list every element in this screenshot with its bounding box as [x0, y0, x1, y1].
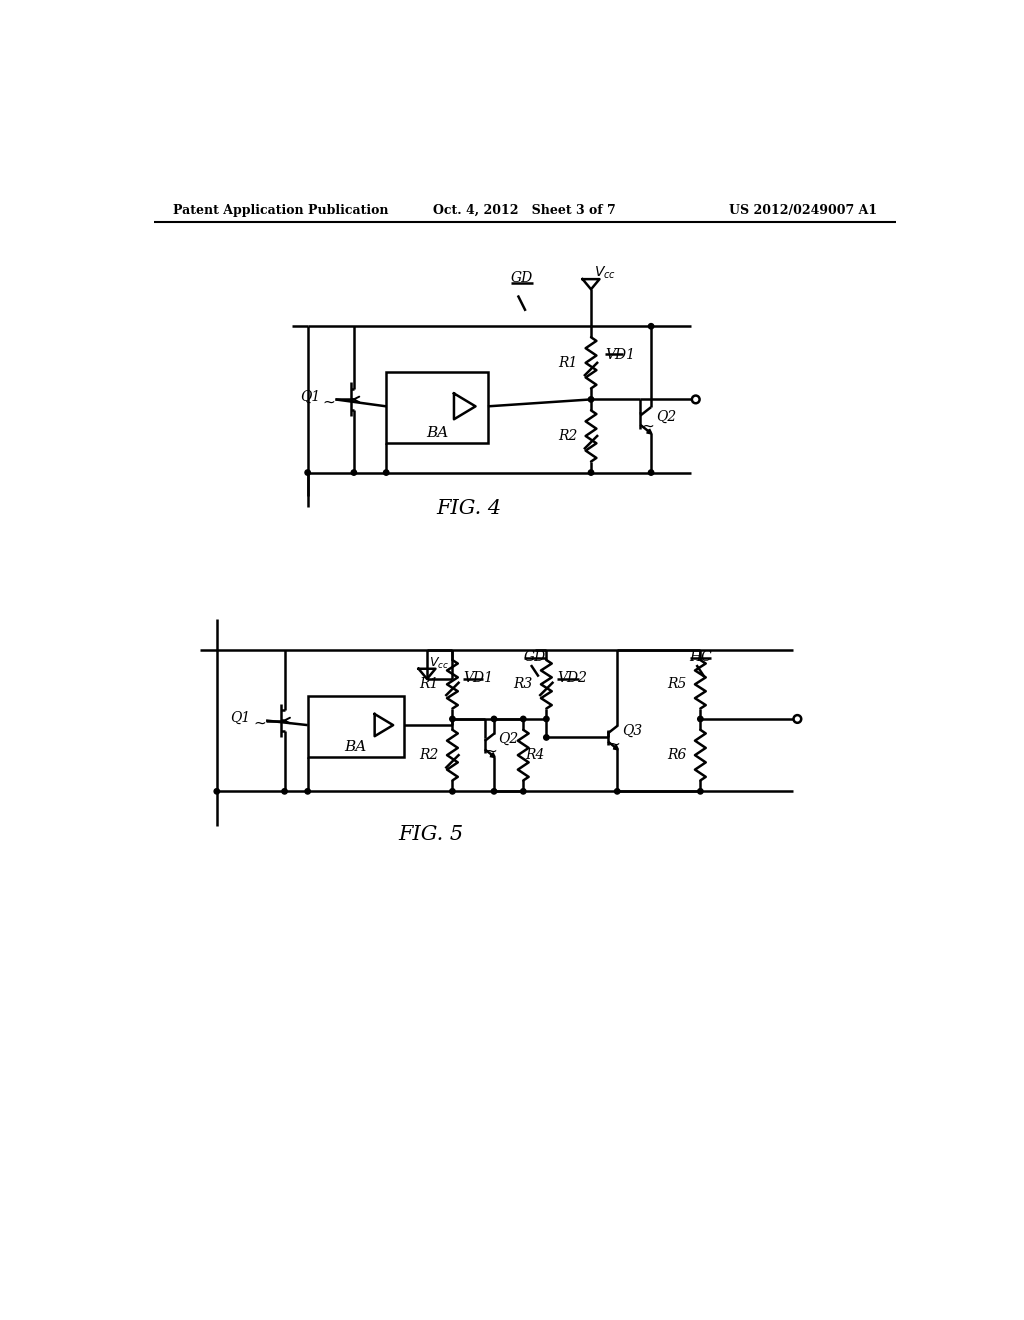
Text: Q2: Q2 — [655, 409, 676, 424]
Text: ~: ~ — [608, 737, 621, 751]
Text: VD2: VD2 — [557, 671, 587, 685]
Circle shape — [697, 788, 703, 795]
Text: R6: R6 — [667, 748, 686, 762]
Circle shape — [794, 715, 801, 723]
Text: HC: HC — [689, 651, 712, 664]
Text: R2: R2 — [419, 748, 438, 762]
Text: $V_{cc}$: $V_{cc}$ — [594, 264, 616, 281]
Circle shape — [614, 788, 620, 795]
Text: R2: R2 — [558, 429, 578, 444]
Text: Q3: Q3 — [622, 725, 642, 738]
Text: BA: BA — [345, 741, 367, 755]
Circle shape — [520, 717, 526, 722]
Circle shape — [450, 717, 455, 722]
Circle shape — [214, 788, 219, 795]
Text: R4: R4 — [524, 748, 544, 762]
Circle shape — [450, 788, 455, 795]
Text: ~: ~ — [323, 395, 336, 411]
Text: R5: R5 — [667, 677, 686, 692]
Circle shape — [492, 717, 497, 722]
Circle shape — [692, 396, 699, 404]
Text: Q1: Q1 — [300, 391, 319, 404]
Text: Oct. 4, 2012   Sheet 3 of 7: Oct. 4, 2012 Sheet 3 of 7 — [433, 205, 616, 218]
Text: Q1: Q1 — [230, 711, 251, 725]
Circle shape — [351, 470, 356, 475]
Text: GD: GD — [511, 271, 532, 285]
Circle shape — [589, 397, 594, 403]
Text: ~: ~ — [484, 743, 498, 759]
Circle shape — [305, 470, 310, 475]
Circle shape — [544, 735, 549, 741]
Text: ~: ~ — [642, 418, 654, 434]
Text: US 2012/0249007 A1: US 2012/0249007 A1 — [729, 205, 878, 218]
Text: FIG. 5: FIG. 5 — [398, 825, 464, 843]
Circle shape — [648, 470, 653, 475]
Text: $V_{cc}$: $V_{cc}$ — [429, 656, 450, 671]
Text: ~: ~ — [254, 715, 266, 731]
Bar — [307, 696, 403, 758]
Circle shape — [697, 717, 703, 722]
Text: FIG. 4: FIG. 4 — [437, 499, 502, 519]
Circle shape — [282, 788, 288, 795]
Bar — [386, 372, 487, 444]
Circle shape — [589, 470, 594, 475]
Circle shape — [520, 788, 526, 795]
Circle shape — [305, 788, 310, 795]
Text: BA: BA — [426, 425, 449, 440]
Text: VD1: VD1 — [605, 348, 635, 362]
Circle shape — [384, 470, 389, 475]
Text: Q2: Q2 — [499, 733, 519, 746]
Circle shape — [492, 788, 497, 795]
Circle shape — [648, 323, 653, 329]
Text: R1: R1 — [558, 356, 578, 370]
Text: Patent Application Publication: Patent Application Publication — [173, 205, 388, 218]
Text: R3: R3 — [513, 677, 532, 692]
Text: GD: GD — [523, 651, 546, 664]
Circle shape — [544, 717, 549, 722]
Text: VD1: VD1 — [463, 671, 494, 685]
Text: R1: R1 — [419, 677, 438, 692]
